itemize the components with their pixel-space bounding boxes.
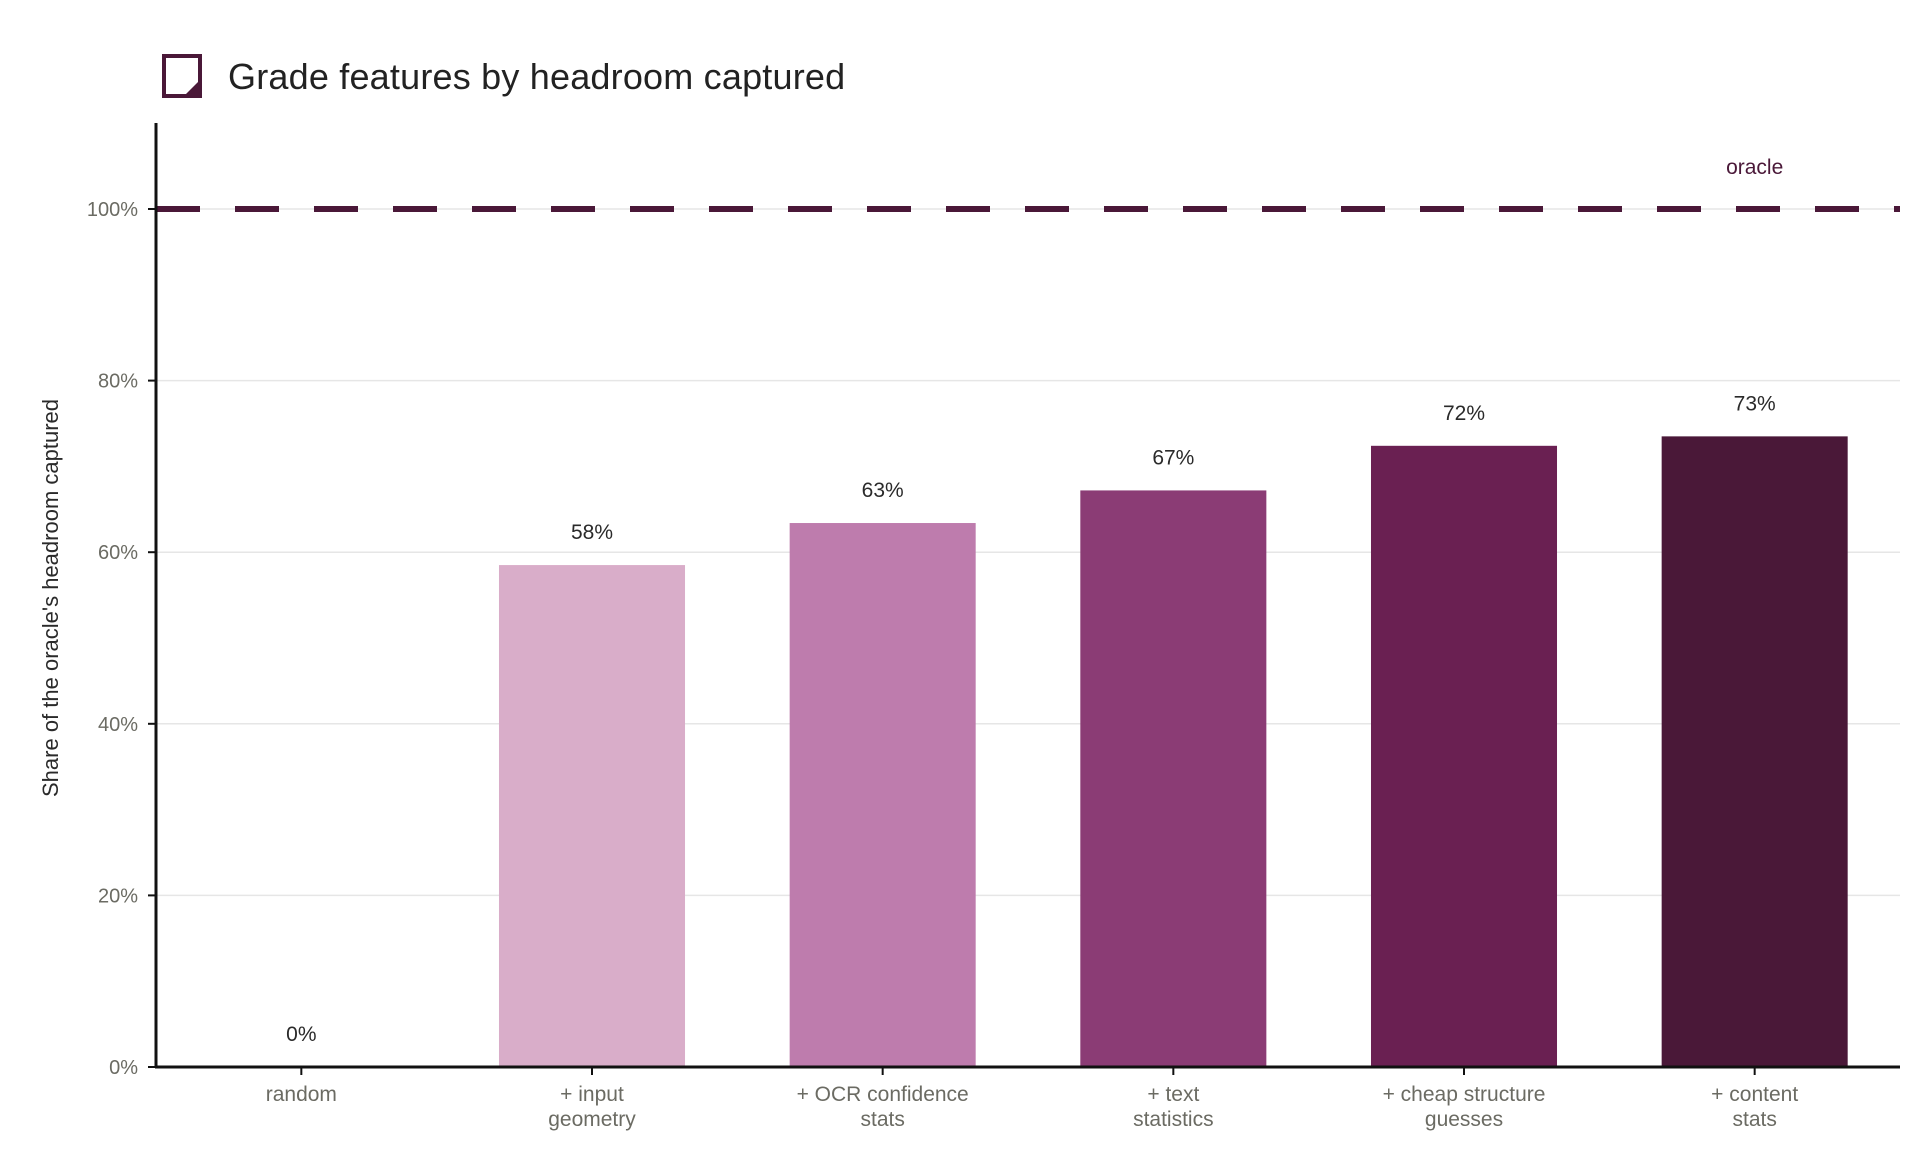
x-tick-label: + input (560, 1083, 624, 1106)
bar-value-label: 73% (1734, 392, 1776, 415)
bars (498, 436, 1848, 1068)
bar-value-label: 63% (862, 479, 904, 502)
x-tick-label: stats (860, 1108, 904, 1131)
bar-value-label: 0% (286, 1023, 316, 1046)
x-tick-label: guesses (1425, 1108, 1503, 1131)
y-tick-label: 100% (87, 199, 138, 221)
y-axis-title: Share of the oracle's headroom captured (38, 399, 63, 797)
bar (1370, 445, 1558, 1068)
y-tick-label: 20% (98, 885, 138, 907)
bar (1080, 490, 1267, 1067)
y-tick-label: 40% (98, 714, 138, 736)
bar (789, 523, 976, 1067)
chart-header: Grade features by headroom captured (162, 52, 845, 102)
x-tick-label: + text (1147, 1083, 1199, 1106)
y-tick-label: 60% (98, 542, 138, 564)
bar-value-label: 72% (1443, 402, 1485, 425)
x-tick-label: random (266, 1083, 337, 1106)
x-tick-label: + content (1711, 1083, 1798, 1106)
chart-title: Grade features by headroom captured (228, 56, 846, 97)
x-tick-label: stats (1732, 1108, 1776, 1131)
bar-value-label: 58% (571, 521, 613, 544)
x-tick-label: geometry (548, 1108, 636, 1131)
bar (1661, 436, 1848, 1067)
note-icon (162, 54, 202, 98)
y-tick-label: 80% (98, 371, 138, 393)
labels: 0% 20% 40% 60% 80% 100% 0% random 58% + inputgeom… (38, 156, 1798, 1131)
gridlines (156, 208, 1900, 897)
bar-value-label: 67% (1152, 446, 1194, 469)
oracle-reference-label: oracle (1726, 156, 1783, 179)
y-tick-label: 0% (109, 1057, 138, 1079)
x-tick-label: + cheap structure (1383, 1083, 1546, 1106)
bar (498, 565, 686, 1067)
axes (148, 123, 1900, 1075)
x-tick-label: statistics (1133, 1108, 1214, 1131)
x-tick-label: + OCR confidence (797, 1083, 969, 1106)
